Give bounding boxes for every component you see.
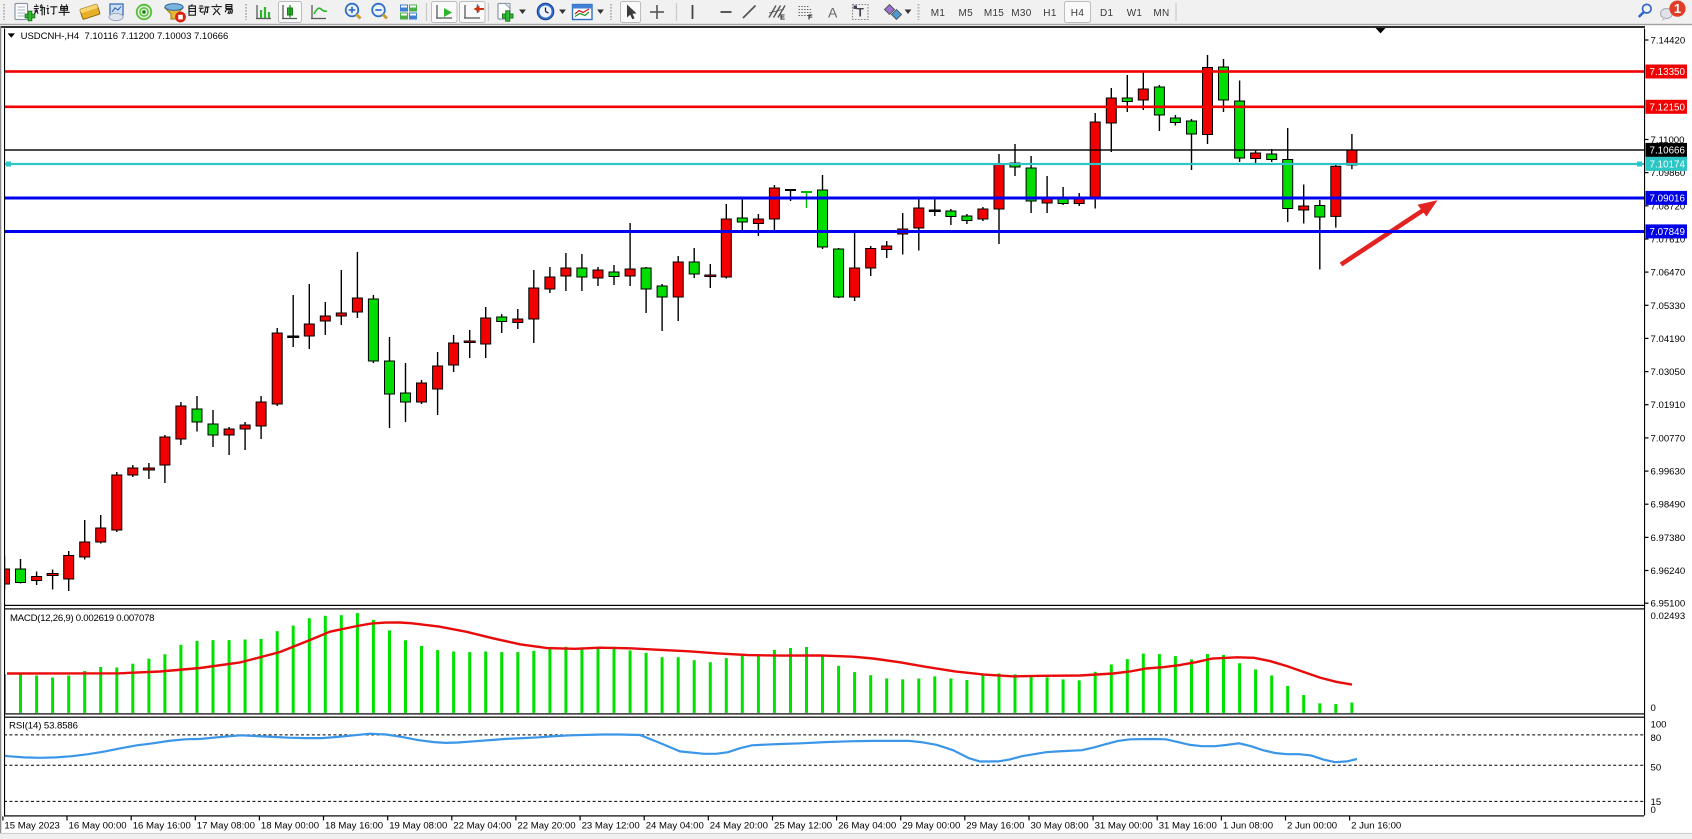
svg-text:18 May 00:00: 18 May 00:00 [261, 820, 319, 831]
svg-text:25 May 12:00: 25 May 12:00 [774, 820, 832, 831]
svg-text:15 May 2023: 15 May 2023 [4, 820, 59, 831]
svg-text:7.10666: 7.10666 [1650, 146, 1686, 157]
svg-text:17 May 08:00: 17 May 08:00 [197, 820, 255, 831]
svg-text:7.04190: 7.04190 [1651, 334, 1686, 345]
svg-text:6.95100: 6.95100 [1651, 599, 1686, 610]
svg-text:7.09860: 7.09860 [1651, 168, 1686, 179]
svg-text:M15: M15 [984, 8, 1004, 19]
svg-text:7.03050: 7.03050 [1651, 367, 1686, 378]
svg-text:USDCNH-,H4 7.10116 7.11200 7.: USDCNH-,H4 7.10116 7.11200 7.10003 7.106… [21, 31, 229, 42]
svg-text:RSI(14) 53.8586: RSI(14) 53.8586 [9, 720, 78, 731]
svg-text:MACD(12,26,9) 0.002619 0.00707: MACD(12,26,9) 0.002619 0.007078 [10, 613, 154, 624]
svg-text:31 May 00:00: 31 May 00:00 [1095, 820, 1153, 831]
svg-text:2 Jun 16:00: 2 Jun 16:00 [1351, 820, 1401, 831]
svg-text:7.07849: 7.07849 [1650, 227, 1685, 238]
svg-text:7.08720: 7.08720 [1651, 201, 1686, 212]
svg-text:0: 0 [1651, 703, 1656, 714]
svg-text:A: A [828, 5, 838, 21]
svg-text:6.97380: 6.97380 [1651, 533, 1686, 544]
svg-text:1 Jun 08:00: 1 Jun 08:00 [1223, 820, 1273, 831]
svg-text:22 May 04:00: 22 May 04:00 [453, 820, 511, 831]
svg-text:100: 100 [1651, 719, 1667, 730]
svg-text:26 May 04:00: 26 May 04:00 [838, 820, 896, 831]
svg-text:7.05330: 7.05330 [1651, 301, 1686, 312]
svg-text:18 May 16:00: 18 May 16:00 [325, 820, 383, 831]
svg-text:6.98490: 6.98490 [1651, 500, 1686, 511]
svg-text:7.07610: 7.07610 [1651, 235, 1686, 246]
svg-text:30 May 08:00: 30 May 08:00 [1031, 820, 1089, 831]
svg-text:D1: D1 [1100, 8, 1114, 19]
svg-text:29 May 00:00: 29 May 00:00 [902, 820, 960, 831]
svg-text:7.01910: 7.01910 [1651, 400, 1686, 411]
svg-text:0.02493: 0.02493 [1651, 611, 1686, 622]
svg-text:7.09016: 7.09016 [1650, 194, 1686, 205]
svg-text:M1: M1 [931, 8, 946, 19]
svg-text:15: 15 [1651, 797, 1662, 808]
svg-text:0: 0 [1651, 805, 1656, 816]
svg-text:6.96240: 6.96240 [1651, 566, 1686, 577]
svg-text:F: F [808, 13, 813, 22]
svg-text:7.06470: 7.06470 [1651, 268, 1686, 279]
svg-text:31 May 16:00: 31 May 16:00 [1159, 820, 1217, 831]
svg-text:24 May 20:00: 24 May 20:00 [710, 820, 768, 831]
svg-text:T: T [857, 6, 865, 20]
svg-text:7.14420: 7.14420 [1651, 36, 1686, 47]
svg-text:W1: W1 [1127, 8, 1143, 19]
svg-text:23 May 12:00: 23 May 12:00 [582, 820, 640, 831]
svg-text:H1: H1 [1043, 8, 1057, 19]
svg-text:M5: M5 [959, 8, 974, 19]
svg-text:7.10174: 7.10174 [1650, 160, 1686, 171]
svg-text:7.11000: 7.11000 [1651, 135, 1685, 146]
svg-text:7.13350: 7.13350 [1650, 67, 1686, 78]
svg-text:24 May 04:00: 24 May 04:00 [646, 820, 704, 831]
svg-text:80: 80 [1651, 733, 1662, 744]
svg-text:MN: MN [1153, 8, 1169, 19]
svg-text:H4: H4 [1071, 8, 1085, 19]
svg-text:E: E [780, 13, 785, 22]
svg-text:7.12150: 7.12150 [1650, 102, 1686, 113]
svg-text:16 May 00:00: 16 May 00:00 [69, 820, 127, 831]
svg-text:19 May 08:00: 19 May 08:00 [389, 820, 447, 831]
svg-text:6.99630: 6.99630 [1651, 467, 1686, 478]
svg-text:50: 50 [1651, 763, 1662, 774]
svg-text:16 May 16:00: 16 May 16:00 [133, 820, 191, 831]
svg-text:M30: M30 [1011, 8, 1031, 19]
svg-text:29 May 16:00: 29 May 16:00 [966, 820, 1024, 831]
svg-text:2 Jun 00:00: 2 Jun 00:00 [1287, 820, 1337, 831]
svg-text:7.00770: 7.00770 [1651, 433, 1686, 444]
svg-text:22 May 20:00: 22 May 20:00 [517, 820, 575, 831]
svg-text:1: 1 [1674, 1, 1681, 16]
